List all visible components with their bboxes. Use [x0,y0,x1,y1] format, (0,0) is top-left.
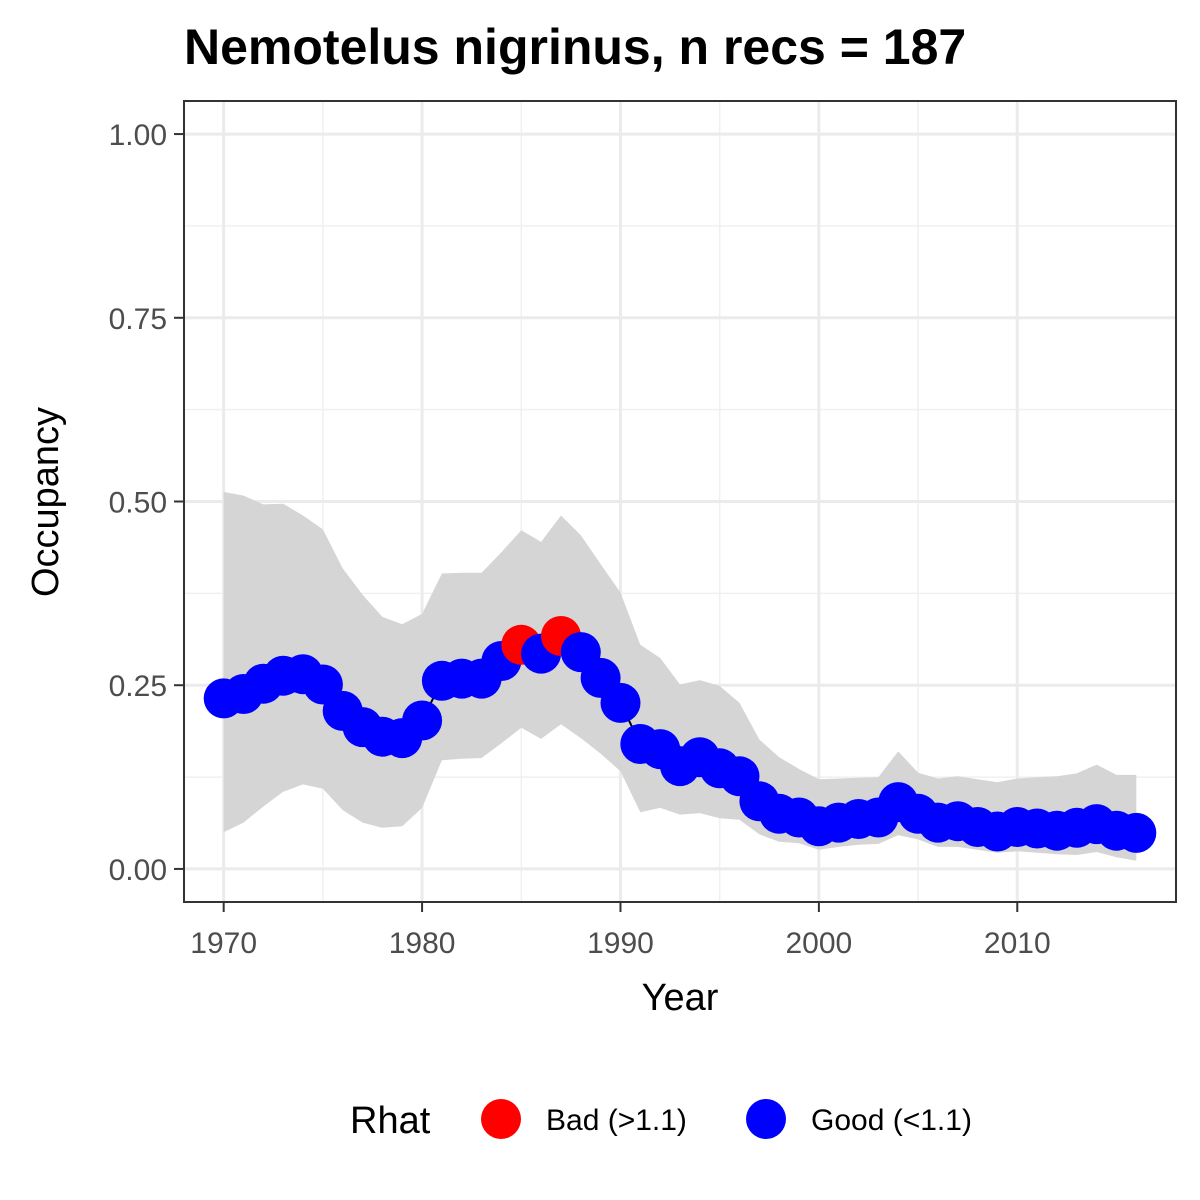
confidence-ribbon [223,491,1137,861]
data-point-good [600,682,641,723]
y-tick-label: 0.00 [109,854,167,887]
x-tick-label: 2000 [786,927,853,960]
y-tick-label: 1.00 [109,119,167,152]
data-point-good [402,700,443,741]
data-point-good [1116,812,1157,853]
legend-key-good [746,1099,786,1139]
y-tick-label: 0.75 [109,303,167,336]
legend-label-bad: Bad (>1.1) [546,1104,687,1137]
x-tick-label: 1980 [389,927,456,960]
x-tick-label: 1970 [190,927,257,960]
legend-title: Rhat [350,1100,431,1142]
chart-title: Nemotelus nigrinus, n recs = 187 [184,19,966,75]
legend: Rhat Bad (>1.1) Good (<1.1) [350,1099,972,1142]
y-axis: 0.00 0.25 0.50 0.75 1.00 [109,119,184,887]
x-tick-label: 1990 [587,927,654,960]
y-axis-title: Occupancy [25,407,67,597]
x-tick-label: 2010 [984,927,1051,960]
plot-panel [183,100,1177,903]
y-tick-label: 0.50 [109,487,167,520]
data-points [203,616,1157,853]
legend-label-good: Good (<1.1) [811,1104,972,1137]
x-axis-title: Year [642,977,719,1019]
y-tick-label: 0.25 [109,670,167,703]
legend-key-bad [481,1099,521,1139]
x-axis: 1970 1980 1990 2000 2010 [190,902,1051,960]
